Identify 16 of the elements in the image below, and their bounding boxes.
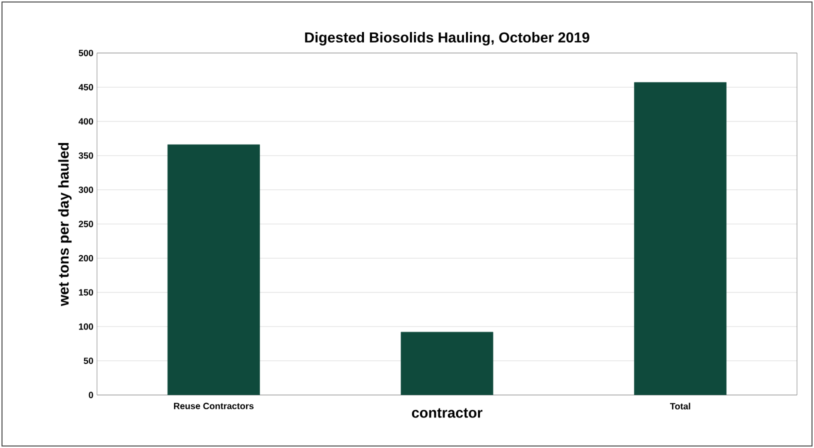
x-tick-label: Reuse Contractors xyxy=(174,402,254,410)
y-tick-label: 500 xyxy=(78,50,94,56)
x-tick-label: Total xyxy=(670,402,690,410)
y-axis-title: wet tons per day hauled xyxy=(58,142,72,306)
y-tick-label: 200 xyxy=(78,255,94,262)
x-axis-title: contractor xyxy=(412,408,482,418)
y-tick-label: 400 xyxy=(78,118,94,125)
y-tick-label: 50 xyxy=(84,358,94,364)
y-tick-label: 450 xyxy=(78,84,94,90)
chart-title: Digested Biosolids Hauling, October 2019 xyxy=(305,32,590,46)
y-tick-label: 250 xyxy=(78,220,94,228)
y-tick-label: 350 xyxy=(78,152,94,159)
y-tick-label: 150 xyxy=(79,289,94,296)
y-tick-label: 0 xyxy=(88,392,94,398)
y-tick-label: 100 xyxy=(79,323,94,330)
y-tick-label: 300 xyxy=(78,186,94,193)
